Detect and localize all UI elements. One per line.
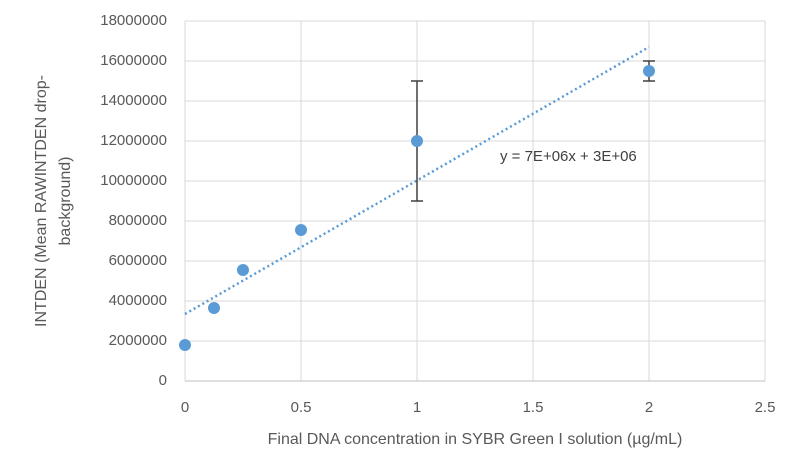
trendline xyxy=(184,45,650,316)
point xyxy=(643,65,655,77)
y-tick-label: 18000000 xyxy=(100,12,167,29)
point xyxy=(237,264,249,276)
y-axis-label: INTDEN (Mean RAWINTDEN drop- xyxy=(33,75,50,327)
y-tick-label: 16000000 xyxy=(100,52,167,69)
x-tick-label: 1.5 xyxy=(523,399,544,416)
point xyxy=(208,302,220,314)
x-tick-label: 0.5 xyxy=(291,399,312,416)
y-tick-label: 2000000 xyxy=(109,332,167,349)
x-tick-label: 0 xyxy=(181,399,189,416)
y-tick-label: 4000000 xyxy=(109,292,167,309)
y-tick-label: 6000000 xyxy=(109,252,167,269)
x-tick-label: 1 xyxy=(413,399,421,416)
trendline-label: y = 7E+06x + 3E+06 xyxy=(500,148,637,165)
point xyxy=(411,135,423,147)
y-tick-label: 12000000 xyxy=(100,132,167,149)
x-tick-label: 2.5 xyxy=(755,399,776,416)
y-tick-label: 10000000 xyxy=(100,172,167,189)
y-axis-label-group: INTDEN (Mean RAWINTDEN drop- background) xyxy=(33,75,74,327)
x-tick-label: 2 xyxy=(645,399,653,416)
y-tick-label: 0 xyxy=(159,372,167,389)
point xyxy=(179,339,191,351)
y-tick-label: 8000000 xyxy=(109,212,167,229)
y-axis-label: background) xyxy=(57,157,74,246)
x-axis-label: Final DNA concentration in SYBR Green I … xyxy=(268,431,683,448)
y-tick-label: 14000000 xyxy=(100,92,167,109)
point xyxy=(295,224,307,236)
